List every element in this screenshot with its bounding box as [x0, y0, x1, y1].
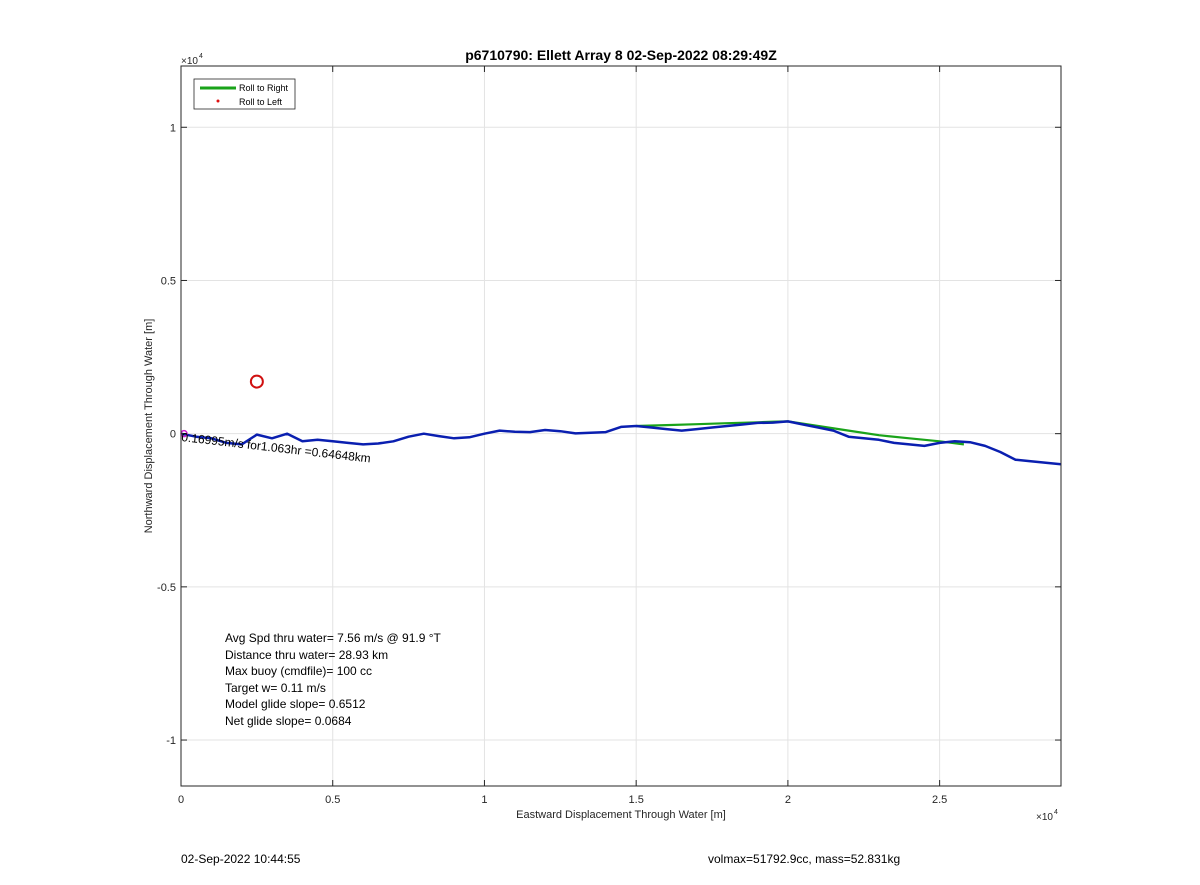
stats-model-glide: Model glide slope= 0.6512 — [225, 697, 366, 711]
ticks: 0 0.5 1 1.5 2 2.5 -1 -0.5 0 0.5 1 — [157, 66, 1061, 806]
plot-frame — [180, 65, 1062, 787]
y-exponent-base: ×10 — [181, 56, 198, 67]
footer-timestamp: 02-Sep-2022 10:44:55 — [181, 852, 301, 866]
y-exponent-power: 4 — [199, 53, 203, 60]
x-exponent-power: 4 — [1054, 809, 1058, 816]
y-exponent: ×10 4 — [181, 53, 203, 67]
target-marker — [249, 374, 264, 389]
legend-label-roll-right: Roll to Right — [239, 83, 289, 93]
legend-swatch-roll-left — [216, 99, 220, 103]
y-axis-label: Northward Displacement Through Water [m] — [143, 319, 155, 534]
trajectory-line — [181, 420, 1061, 466]
stats-avg-speed: Avg Spd thru water= 7.56 m/s @ 91.9 °T — [225, 631, 442, 645]
x-tick-label: 0.5 — [325, 794, 340, 806]
x-tick-label: 2.5 — [932, 794, 947, 806]
stats-distance: Distance thru water= 28.93 km — [225, 648, 388, 662]
x-tick-label: 2 — [785, 794, 791, 806]
y-tick-label: -1 — [166, 735, 176, 747]
y-tick-label: 1 — [170, 122, 176, 134]
x-exponent: ×10 4 — [1036, 809, 1058, 823]
stats-target-w: Target w= 0.11 m/s — [225, 681, 326, 695]
stats-max-buoy: Max buoy (cmdfile)= 100 cc — [225, 664, 372, 678]
y-tick-label: 0 — [170, 429, 176, 441]
stats-box: Avg Spd thru water= 7.56 m/s @ 91.9 °T D… — [225, 631, 442, 728]
x-tick-label: 1 — [481, 794, 487, 806]
chart-title: p6710790: Ellett Array 8 02-Sep-2022 08:… — [465, 47, 777, 63]
legend-label-roll-left: Roll to Left — [239, 97, 283, 107]
series-layer — [181, 420, 1061, 466]
stats-net-glide: Net glide slope= 0.0684 — [225, 714, 352, 728]
x-exponent-base: ×10 — [1036, 812, 1053, 823]
x-tick-label: 1.5 — [629, 794, 644, 806]
legend-box — [193, 78, 296, 110]
footer-vol-mass: volmax=51792.9cc, mass=52.831kg — [708, 852, 901, 866]
x-axis-label: Eastward Displacement Through Water [m] — [516, 809, 726, 821]
y-tick-label: -0.5 — [157, 582, 176, 594]
y-tick-label: 0.5 — [161, 275, 176, 287]
legend: Roll to Right Roll to Left — [193, 78, 296, 110]
x-tick-label: 0 — [178, 794, 184, 806]
